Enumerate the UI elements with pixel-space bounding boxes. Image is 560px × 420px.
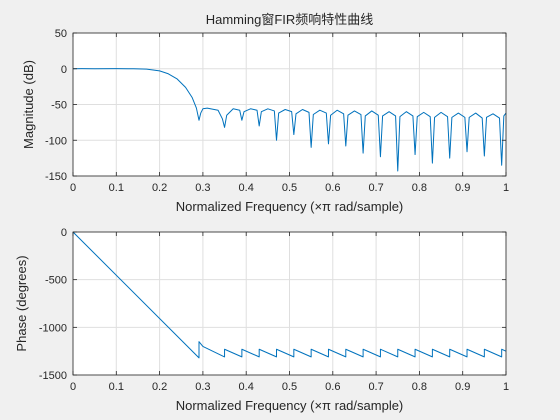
phase-x-tick-label: 0.4 (239, 381, 254, 393)
magnitude-x-tick-label: 0.4 (239, 182, 254, 194)
magnitude-x-tick-label: 0.5 (282, 182, 297, 194)
magnitude-x-tick-label: 0.1 (109, 182, 124, 194)
magnitude-x-axis-label: Normalized Frequency (×π rad/sample) (176, 199, 404, 214)
phase-x-tick-label: 0.9 (455, 381, 470, 393)
phase-y-tick-label: -500 (45, 275, 67, 287)
phase-x-tick-label: 0.1 (109, 381, 124, 393)
magnitude-x-tick-label: 0.2 (152, 182, 167, 194)
magnitude-x-tick-label: 0.7 (368, 182, 383, 194)
magnitude-x-tick-label: 1 (503, 182, 509, 194)
magnitude-y-axis-label: Magnitude (dB) (21, 60, 36, 149)
magnitude-y-tick-label: -50 (51, 100, 67, 112)
phase-y-axis-label: Phase (degrees) (14, 255, 29, 351)
phase-x-tick-label: 0.3 (195, 381, 210, 393)
phase-x-tick-label: 0 (70, 381, 76, 393)
magnitude-x-tick-label: 0.8 (412, 182, 427, 194)
magnitude-y-tick-label: -100 (45, 135, 67, 147)
phase-x-axis-label: Normalized Frequency (×π rad/sample) (176, 398, 404, 413)
magnitude-x-tick-label: 0 (70, 182, 76, 194)
magnitude-y-tick-label: -150 (45, 171, 67, 183)
phase-y-tick-label: -1500 (39, 370, 67, 382)
phase-x-tick-label: 0.5 (282, 381, 297, 393)
phase-y-tick-label: 0 (61, 227, 67, 239)
phase-x-tick-label: 0.7 (368, 381, 383, 393)
phase-x-tick-label: 0.6 (325, 381, 340, 393)
phase-y-tick-label: -1000 (39, 322, 67, 334)
magnitude-x-tick-label: 0.3 (195, 182, 210, 194)
magnitude-series-line (72, 68, 507, 172)
magnitude-y-tick-label: 0 (61, 64, 67, 76)
magnitude-x-tick-label: 0.9 (455, 182, 470, 194)
magnitude-chart-title: Hamming窗FIR频响特性曲线 (206, 12, 374, 27)
phase-x-tick-label: 0.2 (152, 381, 167, 393)
phase-x-tick-label: 1 (503, 381, 509, 393)
phase-x-tick-label: 0.8 (412, 381, 427, 393)
magnitude-y-tick-label: 50 (55, 28, 67, 40)
phase-series-line (72, 231, 507, 359)
magnitude-x-tick-label: 0.6 (325, 182, 340, 194)
